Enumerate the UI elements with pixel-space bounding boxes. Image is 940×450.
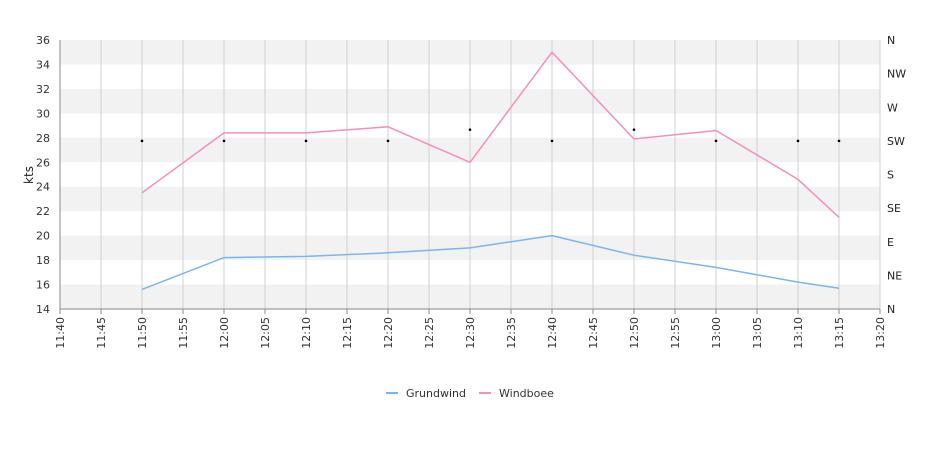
series-line-grundwind bbox=[141, 234, 840, 291]
direction-tick-label: N bbox=[887, 303, 895, 316]
direction-tick-label: W bbox=[887, 101, 898, 114]
direction-point bbox=[550, 139, 554, 143]
y-tick-label: 26 bbox=[36, 156, 50, 169]
series-line-windboee bbox=[141, 51, 840, 218]
y-tick-label: 30 bbox=[36, 107, 50, 120]
plot-frame bbox=[59, 40, 880, 310]
legend[interactable]: Grundwind Windboee bbox=[386, 387, 554, 400]
x-axis-tick-labels: 11:40 11:45 11:50 11:55 12:00 12:05 12:10 12:15… bbox=[54, 317, 887, 349]
y-tick-label: 32 bbox=[36, 83, 50, 96]
y-tick-label: 34 bbox=[36, 58, 50, 71]
x-tick-label: 11:50 bbox=[136, 317, 149, 349]
x-tick-label: 13:10 bbox=[792, 317, 805, 349]
x-tick-label: 11:55 bbox=[177, 317, 190, 349]
direction-axis-labels: N NE E SE S SW W NW N bbox=[887, 34, 906, 316]
direction-point bbox=[714, 139, 718, 143]
x-tick-label: 12:25 bbox=[423, 317, 436, 349]
x-tick-label: 12:00 bbox=[218, 317, 231, 349]
x-tick-label: 12:15 bbox=[341, 317, 354, 349]
x-tick-label: 13:05 bbox=[751, 317, 764, 349]
x-tick-label: 12:50 bbox=[628, 317, 641, 349]
x-tick-label: 11:45 bbox=[95, 317, 108, 349]
x-tick-label: 12:45 bbox=[587, 317, 600, 349]
x-tick-label: 12:20 bbox=[382, 317, 395, 349]
y-tick-label: 24 bbox=[36, 181, 50, 194]
direction-point bbox=[468, 128, 472, 131]
x-tick-label: 11:40 bbox=[54, 317, 67, 349]
x-tick-label: 13:15 bbox=[833, 317, 846, 349]
direction-tick-label: SE bbox=[887, 202, 901, 215]
direction-point bbox=[796, 139, 800, 143]
y-axis-title: kts bbox=[22, 166, 36, 184]
y-tick-label: 16 bbox=[36, 279, 50, 292]
legend-label: Grundwind bbox=[406, 387, 466, 400]
direction-tick-label: N bbox=[887, 34, 895, 47]
x-tick-label: 12:55 bbox=[669, 317, 682, 349]
direction-points bbox=[140, 128, 841, 143]
legend-item-grundwind[interactable]: Grundwind bbox=[386, 387, 466, 400]
y-tick-label: 28 bbox=[36, 132, 50, 145]
direction-point bbox=[304, 139, 308, 143]
x-tick-label: 13:20 bbox=[874, 317, 887, 349]
direction-point bbox=[632, 128, 636, 131]
direction-tick-label: NE bbox=[887, 269, 902, 282]
direction-point bbox=[222, 139, 226, 143]
y-tick-label: 36 bbox=[36, 34, 50, 47]
y-axis-tick-labels: 14 16 18 20 22 24 26 28 30 32 34 36 bbox=[36, 34, 50, 316]
y-tick-label: 18 bbox=[36, 254, 50, 267]
direction-tick-label: SW bbox=[887, 135, 905, 148]
y-tick-label: 14 bbox=[36, 303, 50, 316]
legend-item-windboee[interactable]: Windboee bbox=[479, 387, 554, 400]
x-tick-label: 12:05 bbox=[259, 317, 272, 349]
x-tick-label: 12:30 bbox=[464, 317, 477, 349]
direction-tick-label: E bbox=[887, 236, 894, 249]
x-tick-label: 13:00 bbox=[710, 317, 723, 349]
direction-point bbox=[837, 139, 841, 143]
direction-point bbox=[386, 139, 390, 143]
direction-tick-label: S bbox=[887, 169, 894, 182]
x-tick-label: 12:10 bbox=[300, 317, 313, 349]
y-tick-label: 20 bbox=[36, 230, 50, 243]
vertical-gridlines bbox=[59, 40, 881, 314]
x-tick-label: 12:40 bbox=[546, 317, 559, 349]
x-tick-label: 12:35 bbox=[505, 317, 518, 349]
y-tick-label: 22 bbox=[36, 205, 50, 218]
legend-label: Windboee bbox=[499, 387, 554, 400]
direction-point bbox=[140, 139, 144, 143]
series-lines bbox=[141, 51, 840, 291]
direction-tick-label: NW bbox=[887, 68, 906, 81]
